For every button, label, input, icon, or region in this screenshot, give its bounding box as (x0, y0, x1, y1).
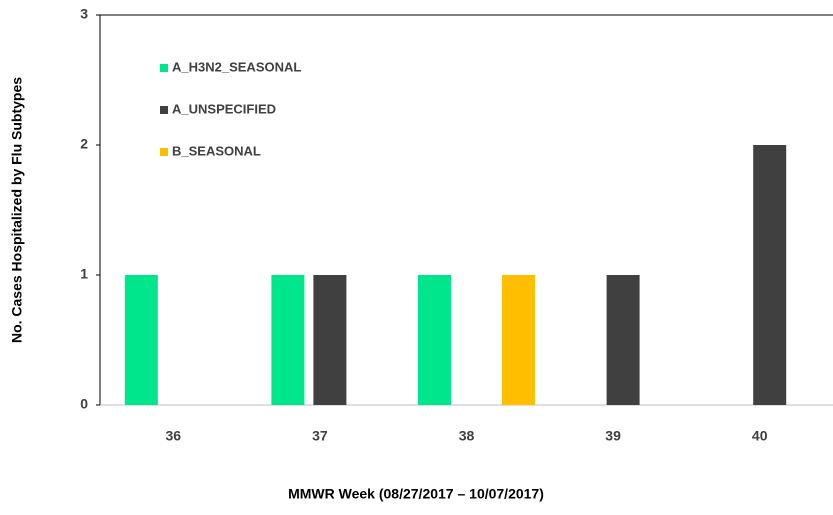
y-tick-label: 1 (80, 266, 88, 282)
legend-label: A_H3N2_SEASONAL (172, 59, 301, 74)
y-tick-label: 0 (80, 396, 88, 412)
x-tick-label: 39 (605, 428, 621, 444)
legend-label: A_UNSPECIFIED (172, 101, 276, 116)
legend-swatch (160, 148, 168, 156)
x-tick-label: 40 (752, 428, 768, 444)
x-tick-label: 38 (459, 428, 475, 444)
y-axis-title: No. Cases Hospitalized by Flu Subtypes (9, 77, 25, 343)
x-tick-label: 37 (312, 428, 328, 444)
x-tick-label: 36 (166, 428, 182, 444)
bar (124, 275, 158, 405)
y-tick-label: 3 (80, 6, 88, 22)
legend-label: B_SEASONAL (172, 143, 261, 158)
bar (418, 275, 451, 405)
bar (502, 275, 535, 405)
y-tick-label: 2 (80, 136, 88, 152)
x-axis-title: MMWR Week (08/27/2017 – 10/07/2017) (288, 486, 544, 502)
bar (753, 145, 787, 405)
legend-swatch (160, 106, 168, 114)
legend-swatch (160, 64, 168, 72)
bar (271, 275, 305, 405)
bar (313, 275, 347, 405)
bar (606, 275, 640, 405)
